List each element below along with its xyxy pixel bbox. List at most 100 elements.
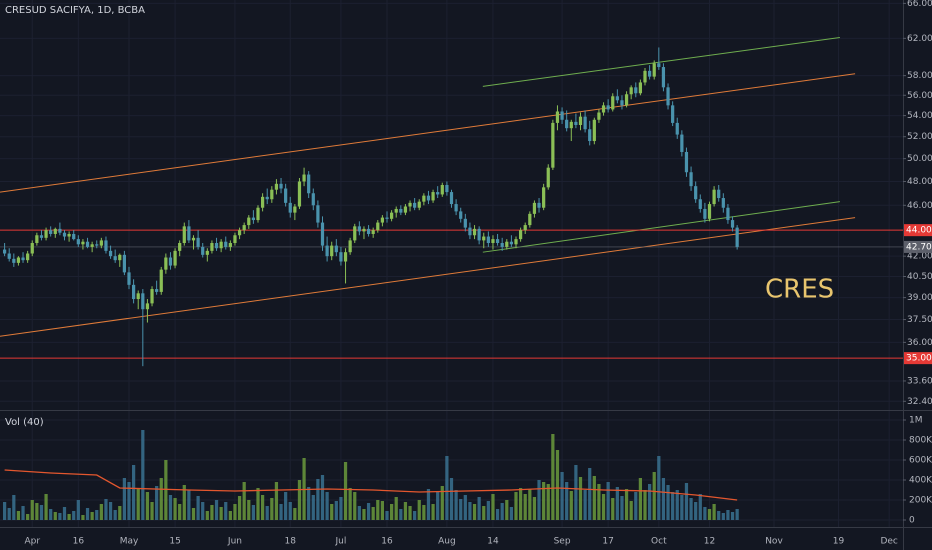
candle-body [330, 245, 334, 257]
candle-body [426, 195, 431, 201]
y-tick-label: 62.000 [907, 34, 932, 44]
volume-bar [468, 502, 472, 520]
candle-body [196, 237, 200, 247]
candle-body [601, 105, 606, 113]
volume-bar [666, 485, 670, 520]
candle-body [44, 230, 48, 238]
volume-bar [12, 495, 16, 520]
volume-bar [247, 500, 251, 520]
volume-bar [353, 492, 357, 520]
volume-bar [615, 487, 619, 520]
trend-line [0, 73, 856, 193]
candle-body [551, 122, 555, 168]
candle-body [726, 207, 730, 221]
volume-bar [555, 450, 560, 520]
candle-body [569, 121, 573, 129]
candle-body [136, 293, 140, 300]
candle-body [500, 243, 504, 247]
volume-bar [680, 495, 684, 520]
volume-tick-label: 0 [909, 516, 915, 526]
volume-bar [196, 496, 200, 520]
volume-bar [16, 511, 21, 520]
x-tick-label: Aug [438, 537, 456, 547]
candle-body [385, 217, 389, 219]
candle-body [389, 212, 394, 219]
volume-bar [26, 514, 30, 520]
volume-bar [85, 508, 90, 520]
x-tick-label: Nov [765, 537, 783, 547]
volume-bar [445, 456, 449, 520]
candle-body [164, 257, 168, 270]
volume-bar [629, 501, 633, 520]
volume-bar [95, 510, 99, 520]
candle-body [523, 225, 527, 231]
candle-body [168, 257, 173, 266]
volume-bar [113, 510, 117, 520]
volume-bar [284, 492, 288, 520]
trend-line [482, 36, 840, 87]
candle-body [565, 119, 569, 129]
volume-bar [634, 492, 638, 520]
candle-body [482, 236, 486, 241]
volume-bar [514, 492, 518, 520]
volume-tick-label: 800K [909, 436, 932, 446]
candle-body [721, 198, 725, 208]
volume-bar [703, 507, 707, 520]
trend-line [482, 201, 840, 253]
volume-bar [735, 509, 739, 520]
candle-body [76, 239, 80, 245]
volume-tick-label: 1M [909, 416, 923, 426]
candle-body [463, 218, 467, 228]
volume-bar [288, 502, 292, 520]
volume-bar [214, 500, 219, 520]
grid [0, 0, 903, 527]
volume-bar [505, 500, 509, 520]
level-label-box [904, 352, 932, 365]
candle-body [588, 129, 592, 142]
volume-bar [565, 482, 569, 520]
x-tick-label: 16 [73, 537, 85, 547]
volume-bar [155, 486, 159, 520]
x-tick-label: 19 [833, 537, 845, 547]
volume-bar [131, 465, 136, 520]
volume-bar [58, 513, 62, 520]
candle-body [578, 116, 583, 126]
candle-body [509, 241, 514, 245]
last-price-box [904, 240, 932, 253]
volume-bar [178, 504, 182, 520]
candle-body [661, 67, 666, 88]
volume-bar [104, 499, 108, 520]
y-tick-label: 46.000 [907, 201, 932, 211]
candle-body [638, 82, 643, 94]
volume-bar [145, 492, 150, 520]
volume-bar [35, 503, 39, 520]
candle-body [624, 94, 629, 106]
candle-body [514, 239, 518, 245]
candle-body [150, 289, 154, 304]
x-tick-label: Jun [227, 537, 242, 547]
chart-title: CRESUD SACIFYA, 1D, BCBA [5, 5, 145, 16]
candle-body [666, 87, 670, 106]
volume-bar [417, 500, 421, 520]
volume-bar [330, 504, 334, 520]
candle-body [680, 134, 684, 152]
candle-body [491, 239, 495, 244]
x-tick-label: 14 [487, 537, 499, 547]
volume-bar [348, 488, 352, 520]
candle-body [518, 230, 523, 240]
candle-body [694, 186, 698, 200]
volume-bar [413, 511, 417, 520]
candle-body [689, 172, 693, 187]
volume-bar [500, 503, 504, 520]
volume-tick-label: 400K [909, 476, 932, 486]
y-tick-label: 42.000 [907, 252, 932, 262]
volume-bar [201, 502, 205, 520]
candle-body [311, 193, 315, 206]
volume-bar [53, 512, 57, 520]
candle-body [592, 119, 596, 142]
volume-bar [371, 507, 375, 520]
y-tick-label: 48.000 [907, 177, 932, 187]
x-tick-label: Jul [334, 537, 346, 547]
volume-bar [2, 502, 7, 520]
